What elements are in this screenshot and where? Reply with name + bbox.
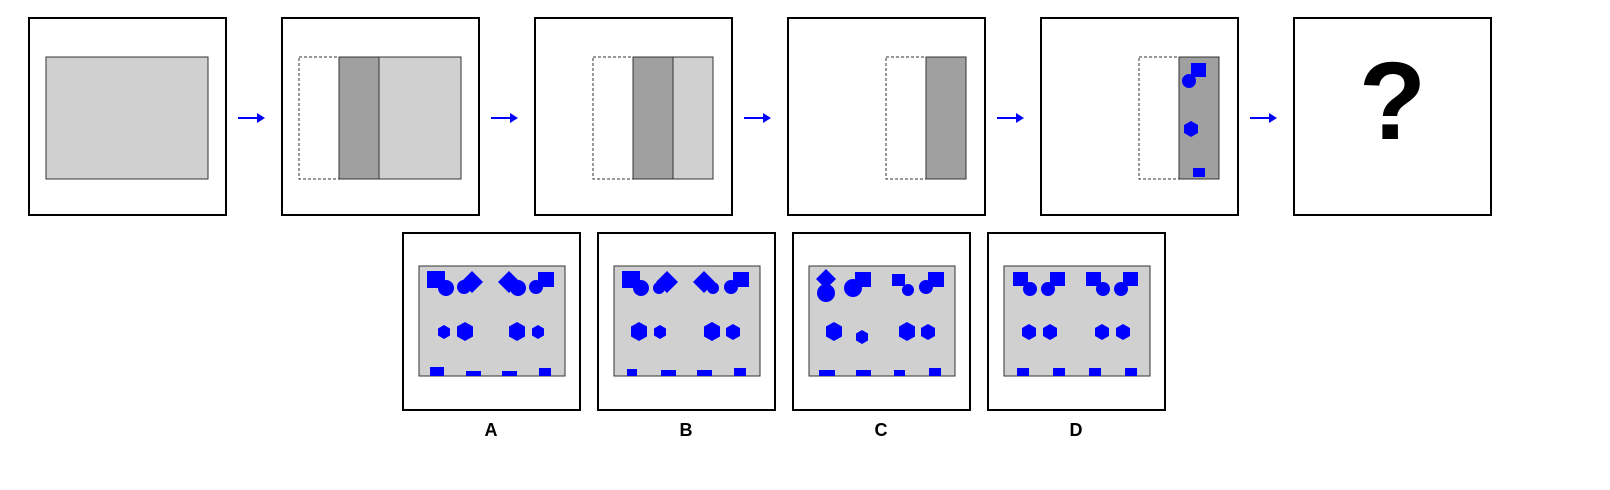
light-panel bbox=[672, 56, 714, 180]
blue-hexagon-icon bbox=[457, 322, 473, 341]
option-d-frame[interactable] bbox=[987, 232, 1166, 411]
frame-1-drawing bbox=[45, 56, 209, 180]
option-a-drawing bbox=[418, 265, 566, 377]
frame-4-drawing bbox=[885, 56, 967, 180]
dark-strip bbox=[632, 56, 674, 180]
option-b-drawing bbox=[613, 265, 761, 377]
blue-hexagon-icon bbox=[509, 322, 525, 341]
frame-2-drawing bbox=[298, 56, 462, 180]
arrow-right-icon bbox=[491, 113, 518, 123]
blue-hexagon-icon bbox=[1043, 324, 1057, 340]
blue-circle-icon bbox=[1023, 282, 1037, 296]
light-panel bbox=[378, 56, 462, 180]
option-a-label[interactable]: A bbox=[484, 420, 498, 440]
blue-small-rect-icon bbox=[819, 370, 835, 376]
blue-square-icon bbox=[1050, 272, 1065, 286]
blue-square-icon bbox=[733, 272, 749, 287]
blue-small-rect-icon bbox=[627, 369, 637, 376]
blue-square-icon bbox=[1191, 63, 1206, 77]
sequence-frame-3 bbox=[534, 17, 733, 216]
blue-small-rect-icon bbox=[734, 368, 746, 376]
blue-small-rect-icon bbox=[430, 367, 444, 376]
option-b-label[interactable]: B bbox=[679, 420, 693, 440]
sequence-frame-4 bbox=[787, 17, 986, 216]
blue-small-rect-icon bbox=[929, 368, 941, 376]
blue-hexagon-icon bbox=[856, 330, 868, 344]
dark-strip bbox=[338, 56, 380, 180]
blue-circle-icon bbox=[1096, 282, 1110, 296]
arrow-right-icon bbox=[1250, 113, 1277, 123]
blue-hexagon-icon bbox=[921, 324, 935, 340]
blue-small-rect-icon bbox=[1017, 368, 1029, 376]
option-d-label[interactable]: D bbox=[1069, 420, 1083, 440]
blue-small-rect-icon bbox=[1053, 368, 1065, 376]
blue-square-icon bbox=[538, 272, 554, 287]
arrow-right-icon bbox=[997, 113, 1024, 123]
option-a-frame[interactable] bbox=[402, 232, 581, 411]
sequence-frame-1 bbox=[28, 17, 227, 216]
blue-hexagon-icon bbox=[704, 322, 720, 341]
sequence-frame-6: ? bbox=[1293, 17, 1492, 216]
blue-square-icon bbox=[1013, 272, 1028, 286]
blue-hexagon-icon bbox=[826, 322, 842, 341]
blue-small-rect-icon bbox=[856, 370, 871, 376]
blue-hexagon-icon bbox=[899, 322, 915, 341]
blue-small-rect-icon bbox=[1089, 368, 1101, 376]
blue-square-icon bbox=[928, 272, 944, 287]
blue-circle-icon bbox=[510, 280, 526, 296]
blue-hexagon-icon bbox=[1095, 324, 1109, 340]
dashed-outline bbox=[885, 56, 927, 180]
dark-strip bbox=[925, 56, 967, 180]
blue-circle-icon bbox=[902, 284, 914, 296]
blue-small-rect-icon bbox=[894, 370, 905, 376]
blue-square-icon bbox=[855, 272, 871, 287]
blue-circle-icon bbox=[633, 280, 649, 296]
option-b-frame[interactable] bbox=[597, 232, 776, 411]
frame-3-drawing bbox=[592, 56, 714, 180]
question-mark: ? bbox=[1358, 40, 1427, 163]
dashed-outline bbox=[298, 56, 340, 180]
blue-square-icon bbox=[1123, 272, 1138, 286]
blue-hexagon-icon bbox=[1116, 324, 1130, 340]
blue-hexagon-icon bbox=[631, 322, 647, 341]
option-d-drawing bbox=[1003, 265, 1151, 377]
sequence-frame-5 bbox=[1040, 17, 1239, 216]
blue-square-icon bbox=[1086, 272, 1101, 286]
blue-diamond-icon bbox=[656, 271, 678, 293]
blue-hexagon-icon bbox=[654, 325, 666, 339]
blue-square-icon bbox=[892, 274, 905, 286]
blue-circle-icon bbox=[1182, 74, 1196, 88]
blue-small-rect-icon bbox=[1125, 368, 1137, 376]
blue-small-rect-icon bbox=[1193, 168, 1205, 177]
blue-small-rect-icon bbox=[466, 371, 481, 376]
arrow-right-icon bbox=[744, 113, 771, 123]
blue-diamond-icon bbox=[816, 269, 836, 289]
blue-small-rect-icon bbox=[697, 370, 712, 376]
frame-5-drawing bbox=[1138, 56, 1220, 180]
arrow-right-icon bbox=[238, 113, 265, 123]
dashed-outline bbox=[1138, 56, 1180, 180]
blue-small-rect-icon bbox=[661, 370, 676, 376]
dashed-outline bbox=[592, 56, 634, 180]
blue-hexagon-icon bbox=[1184, 121, 1198, 137]
blue-hexagon-icon bbox=[1022, 324, 1036, 340]
sequence-frame-2 bbox=[281, 17, 480, 216]
blue-circle-icon bbox=[707, 282, 719, 294]
blue-diamond-icon bbox=[461, 271, 483, 293]
option-c-frame[interactable] bbox=[792, 232, 971, 411]
blue-circle-icon bbox=[817, 284, 835, 302]
option-c-drawing bbox=[808, 265, 956, 377]
blue-small-rect-icon bbox=[502, 371, 517, 376]
blue-hexagon-icon bbox=[532, 325, 544, 339]
blue-hexagon-icon bbox=[438, 325, 450, 339]
option-c-label[interactable]: C bbox=[874, 420, 888, 440]
gray-panel bbox=[45, 56, 209, 180]
blue-small-rect-icon bbox=[539, 368, 551, 376]
blue-hexagon-icon bbox=[726, 324, 740, 340]
blue-circle-icon bbox=[438, 280, 454, 296]
